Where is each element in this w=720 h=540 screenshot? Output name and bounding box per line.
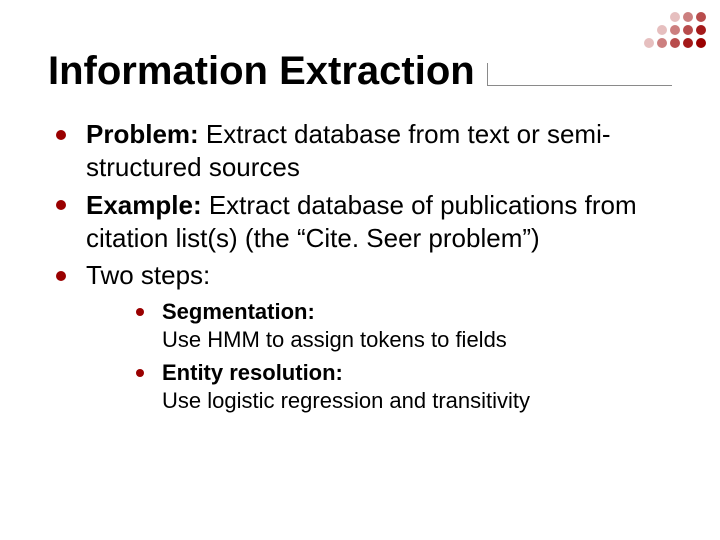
list-item: Problem: Extract database from text or s… — [56, 118, 672, 185]
list-item: Example: Extract database of publication… — [56, 189, 672, 256]
bullet-label: Problem: — [86, 119, 199, 149]
list-item: Entity resolution: Use logistic regressi… — [136, 359, 672, 415]
bullet-label: Entity resolution: — [162, 360, 343, 385]
title-rule — [487, 63, 672, 86]
bullet-text: Two steps: — [86, 260, 210, 290]
list-item: Segmentation: Use HMM to assign tokens t… — [136, 298, 672, 354]
slide-title: Information Extraction — [48, 50, 475, 92]
title-row: Information Extraction — [48, 50, 672, 92]
slide: Information Extraction Problem: Extract … — [0, 0, 720, 540]
decorative-dot-grid — [644, 12, 706, 48]
bullet-list: Problem: Extract database from text or s… — [48, 118, 672, 415]
bullet-label: Segmentation: — [162, 299, 315, 324]
bullet-text: Use HMM to assign tokens to fields — [162, 327, 507, 352]
bullet-label: Example: — [86, 190, 202, 220]
sub-bullet-list: Segmentation: Use HMM to assign tokens t… — [86, 298, 672, 415]
bullet-text: Use logistic regression and transitivity — [162, 388, 530, 413]
list-item: Two steps: Segmentation: Use HMM to assi… — [56, 259, 672, 415]
